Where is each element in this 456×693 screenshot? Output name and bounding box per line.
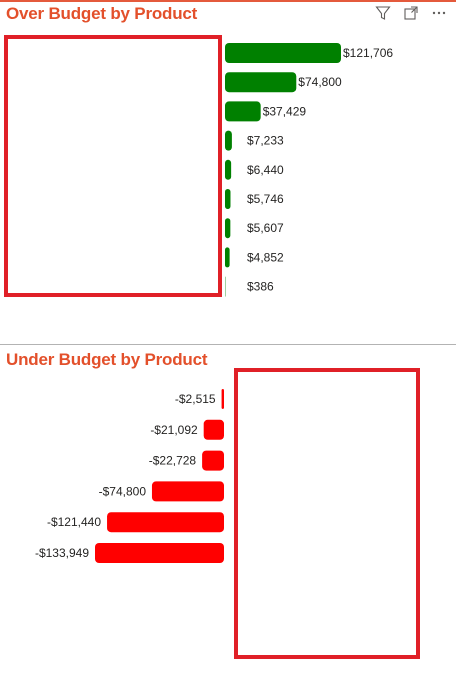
- over-budget-chart: $121,706 $74,800 $37,429 $7,233 $6,440 $5,746…: [225, 43, 393, 297]
- over-budget-bar[interactable]: [225, 101, 261, 122]
- over-budget-data-label: $4,852: [247, 250, 284, 264]
- under-budget-bar[interactable]: [107, 512, 224, 533]
- under-budget-data-label: -$74,800: [99, 484, 147, 498]
- under-budget-data-label: -$21,092: [150, 423, 198, 437]
- over-budget-panel: Over Budget by Product $121,706 $74,800 $3…: [0, 0, 456, 340]
- over-budget-data-label: $37,429: [263, 104, 307, 118]
- over-budget-bar[interactable]: [225, 43, 341, 63]
- over-budget-bar[interactable]: [225, 159, 232, 180]
- under-budget-data-label: -$133,949: [35, 546, 89, 560]
- over-budget-title: Over Budget by Product: [6, 4, 198, 23]
- over-budget-bar[interactable]: [225, 218, 231, 239]
- focus-mode-icon[interactable]: [402, 4, 420, 22]
- over-budget-bar[interactable]: [225, 130, 232, 151]
- under-budget-data-label: -$121,440: [47, 515, 101, 529]
- filter-icon[interactable]: [374, 4, 392, 22]
- under-budget-bar[interactable]: [221, 389, 224, 409]
- panel-divider: [0, 344, 456, 345]
- over-budget-data-label: $7,233: [247, 134, 284, 148]
- top-accent-line: [0, 0, 456, 2]
- over-budget-bar[interactable]: [225, 72, 297, 93]
- under-budget-highlight-frame: [234, 368, 420, 659]
- under-budget-bar[interactable]: [202, 450, 224, 471]
- over-budget-highlight-frame: [4, 35, 222, 297]
- over-budget-data-label: $74,800: [298, 75, 342, 89]
- over-budget-data-label: $5,607: [247, 221, 284, 235]
- under-budget-chart: -$2,515 -$21,092 -$22,728 -$74,800 -$121,440…: [35, 389, 224, 563]
- under-budget-bar[interactable]: [151, 481, 224, 502]
- over-budget-data-label: $386: [247, 280, 274, 294]
- over-budget-data-label: $5,746: [247, 192, 284, 206]
- under-budget-bar[interactable]: [203, 419, 224, 440]
- under-budget-panel: Under Budget by Product -$2,515 -$21,092-…: [0, 344, 456, 693]
- under-budget-title: Under Budget by Product: [6, 350, 208, 369]
- more-options-icon[interactable]: [430, 4, 448, 22]
- over-budget-data-label: $121,706: [343, 46, 393, 60]
- over-budget-bar[interactable]: [225, 189, 231, 209]
- under-budget-bar[interactable]: [95, 543, 224, 563]
- under-budget-data-label: -$2,515: [175, 392, 216, 406]
- over-budget-data-label: $6,440: [247, 163, 284, 177]
- visual-toolbar: [374, 4, 448, 22]
- under-budget-data-label: -$22,728: [149, 454, 197, 468]
- over-budget-bar[interactable]: [225, 247, 230, 268]
